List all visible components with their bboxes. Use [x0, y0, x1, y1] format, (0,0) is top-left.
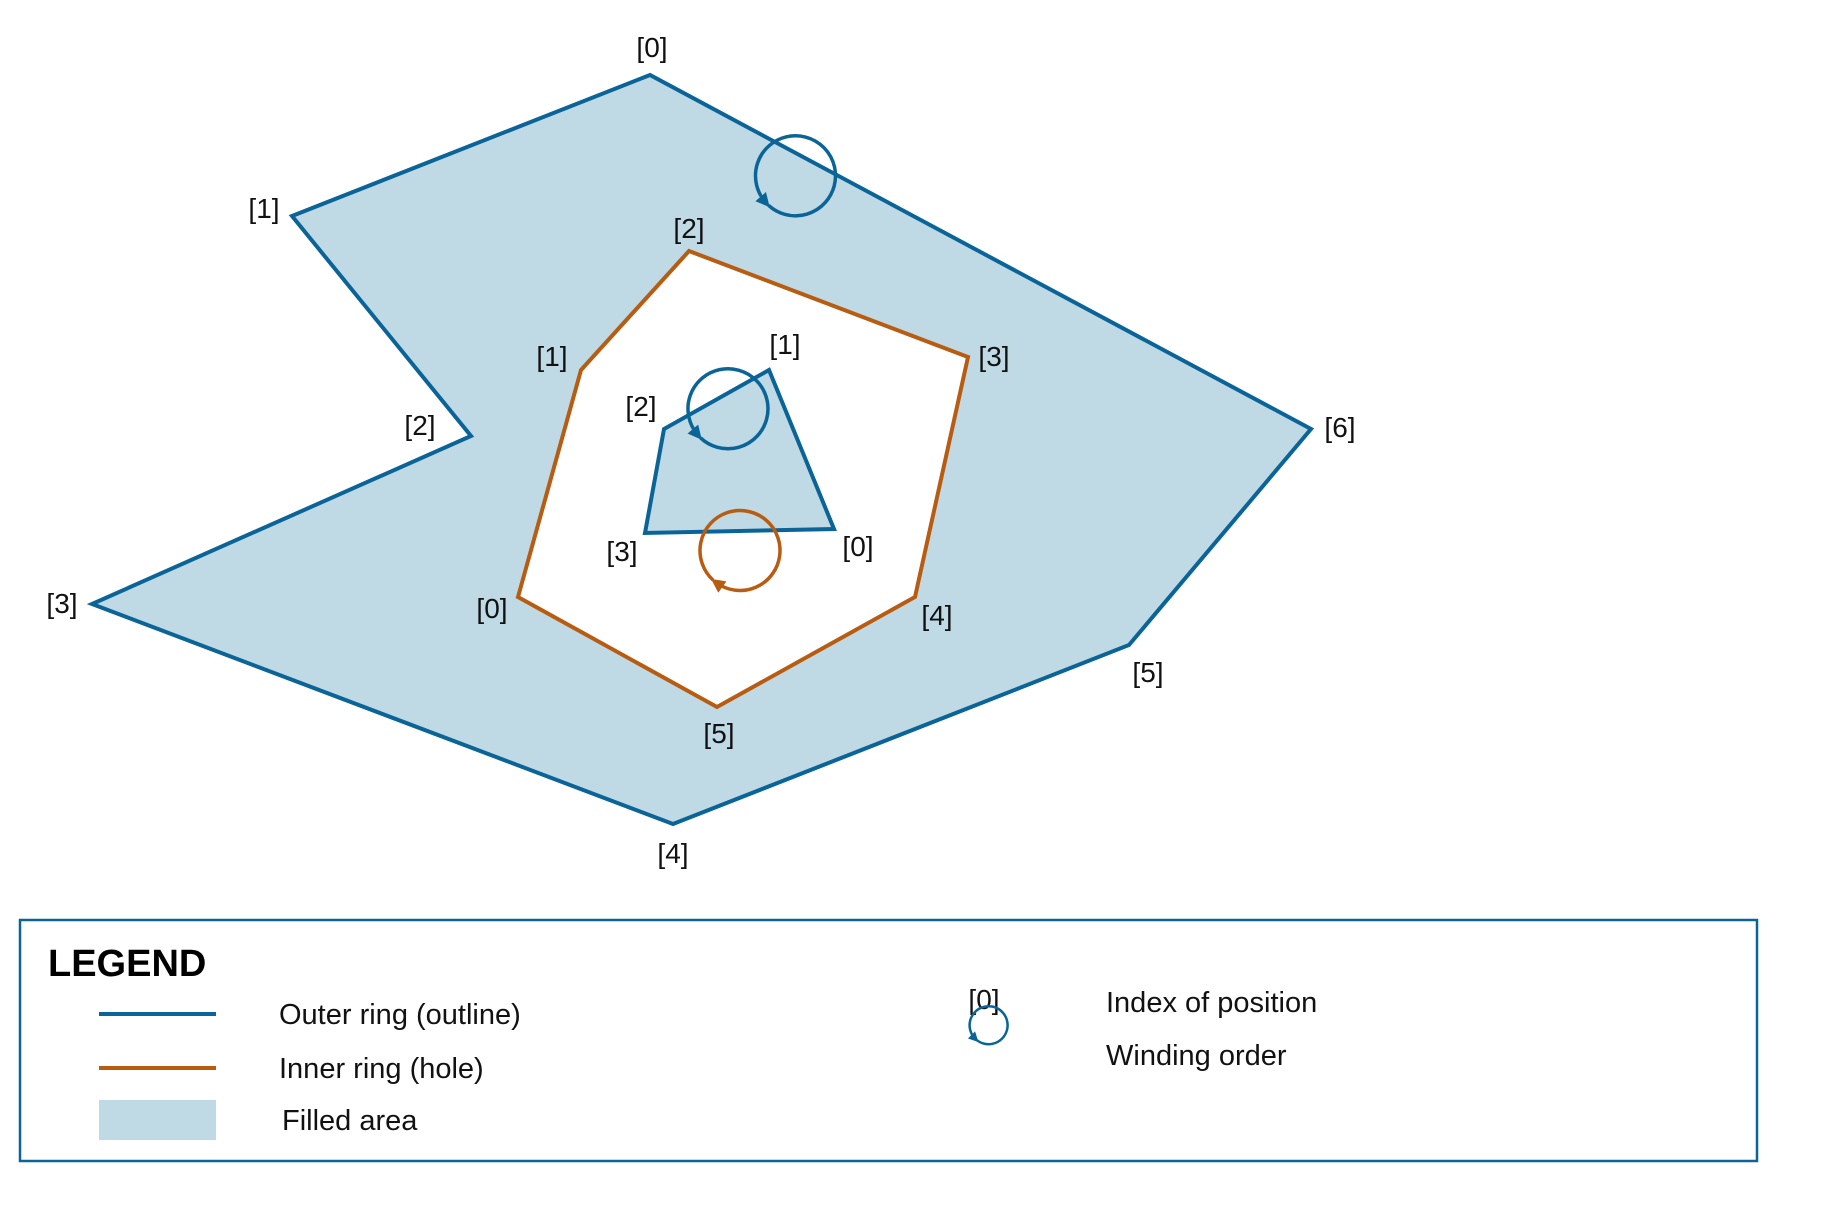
- winding-order-hole-icon: [698, 508, 782, 593]
- legend-winding-icon: [967, 1005, 1009, 1046]
- outer-index-label: [6]: [1324, 412, 1355, 443]
- inner-index-label: [0]: [476, 593, 507, 624]
- inner-index-label: [1]: [536, 341, 567, 372]
- island-index-label: [2]: [625, 391, 656, 422]
- island-index-label: [0]: [842, 531, 873, 562]
- island-fill: [645, 370, 834, 533]
- inner-index-label: [3]: [978, 341, 1009, 372]
- outer-index-label: [1]: [248, 193, 279, 224]
- legend-fill-swatch: [99, 1100, 216, 1140]
- island-ring-outline: [642, 367, 837, 536]
- inner-index-label: [2]: [673, 213, 704, 244]
- inner-ring-labels: [0] [1] [2] [3] [4] [5]: [476, 213, 1009, 749]
- inner-index-label: [4]: [921, 600, 952, 631]
- outer-index-label: [4]: [657, 838, 688, 869]
- legend-winding-label: Winding order: [1106, 1040, 1287, 1072]
- legend-fill-label: Filled area: [282, 1105, 418, 1137]
- island-ring-labels: [0] [1] [2] [3]: [606, 329, 873, 567]
- winding-order-island-icon: [686, 367, 770, 451]
- winding-order-outer-icon: [753, 134, 838, 218]
- island-index-label: [3]: [606, 536, 637, 567]
- legend: LEGEND Outer ring (outline) Inner ring (…: [18, 918, 1759, 1163]
- outer-ring-outline: [86, 72, 1315, 827]
- inner-index-label: [5]: [703, 718, 734, 749]
- outer-index-label: [3]: [46, 588, 77, 619]
- filled-area: [92, 75, 1311, 824]
- legend-title: LEGEND: [48, 943, 206, 985]
- outer-index-label: [0]: [636, 32, 667, 63]
- legend-box: [18, 918, 1759, 1163]
- island-index-label: [1]: [769, 329, 800, 360]
- outer-index-label: [2]: [404, 410, 435, 441]
- outer-index-label: [5]: [1132, 657, 1163, 688]
- legend-index-label: Index of position: [1106, 987, 1317, 1019]
- inner-ring-hole: [515, 248, 971, 710]
- outer-ring-labels: [0] [1] [2] [3] [4] [5] [6]: [46, 32, 1355, 869]
- legend-inner-label: Inner ring (hole): [279, 1053, 484, 1085]
- legend-outer-label: Outer ring (outline): [279, 999, 521, 1031]
- legend-index-sample: [0]: [968, 984, 999, 1015]
